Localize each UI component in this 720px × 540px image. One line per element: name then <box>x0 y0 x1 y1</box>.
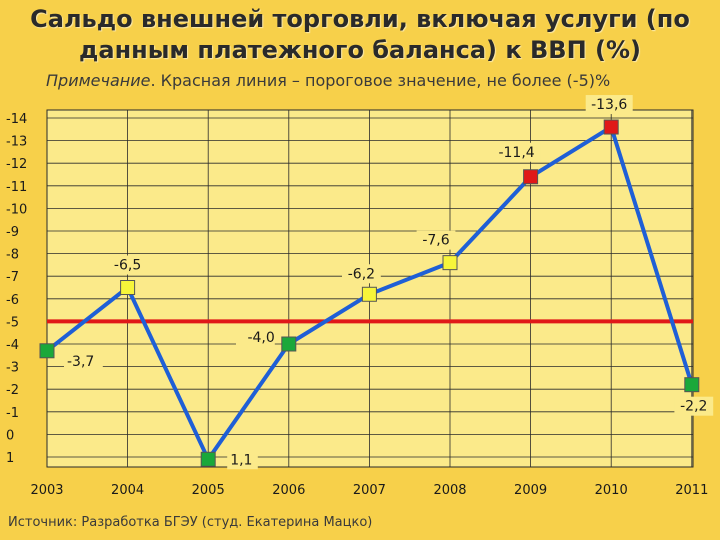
y-tick-label: -6 <box>6 293 19 308</box>
y-tick-label: -14 <box>6 112 27 127</box>
y-tick-label: 0 <box>6 428 14 443</box>
data-point-marker <box>603 119 619 135</box>
data-label: 1,1 <box>230 452 252 468</box>
data-point-marker <box>120 280 136 295</box>
y-tick-label: -13 <box>6 135 27 150</box>
data-label: -7,6 <box>422 233 449 249</box>
chart-note-text: . Красная линия – пороговое значение, не… <box>150 71 611 90</box>
data-point-marker <box>442 255 458 271</box>
data-label-bg <box>227 450 258 470</box>
chart-title-line-2: данным платежного баланса) к ВВП (%) <box>78 36 641 64</box>
data-label-bg <box>108 255 147 275</box>
data-label: -13,6 <box>591 97 627 113</box>
data-label: -3,7 <box>67 354 94 370</box>
data-label-bg <box>674 396 714 416</box>
data-label-bg <box>64 351 103 371</box>
x-tick-label: 2005 <box>192 483 225 498</box>
y-tick-label: -2 <box>6 383 19 398</box>
y-tick-label: 1 <box>6 451 14 466</box>
chart-note: Примечание. Красная линия – пороговое зн… <box>46 71 610 90</box>
y-tick-label: -10 <box>6 202 27 217</box>
data-point-marker <box>39 343 55 359</box>
chart-title: Сальдо внешней торговли, включая услуги … <box>0 4 720 66</box>
x-tick-label: 2006 <box>272 483 305 498</box>
data-label: -6,2 <box>348 266 375 282</box>
x-tick-label: 2011 <box>675 483 708 498</box>
y-tick-label: -3 <box>6 361 19 376</box>
chart-title-line-1: Сальдо внешней торговли, включая услуги … <box>30 5 690 33</box>
x-tick-label: 2009 <box>514 483 547 498</box>
data-point-marker <box>361 286 377 302</box>
data-label-bg <box>416 230 456 250</box>
y-tick-label: -1 <box>6 406 19 421</box>
data-label-bg <box>585 95 633 115</box>
data-label-bg <box>342 264 381 284</box>
x-tick-label: 2003 <box>30 483 63 498</box>
data-label: -4,0 <box>247 330 274 346</box>
data-label: -6,5 <box>114 258 141 274</box>
x-tick-label: 2007 <box>353 483 386 498</box>
data-label-bg <box>493 142 541 162</box>
data-label: -11,4 <box>498 145 534 161</box>
data-point-marker <box>684 377 700 393</box>
y-tick-label: -11 <box>6 180 27 195</box>
y-tick-label: -12 <box>6 157 27 172</box>
chart-note-lead: Примечание <box>46 71 151 90</box>
data-label-bg <box>236 328 275 347</box>
y-tick-label: -9 <box>6 225 19 240</box>
data-label: -2,2 <box>680 399 707 415</box>
y-tick-label: -5 <box>6 315 19 330</box>
x-tick-label: 2010 <box>595 483 628 498</box>
y-tick-label: -8 <box>6 248 19 263</box>
data-point-marker <box>523 169 539 185</box>
source-note: Источник: Разработка БГЭУ (студ. Екатери… <box>8 515 373 530</box>
data-point-marker <box>281 336 297 352</box>
x-tick-label: 2008 <box>433 483 466 498</box>
plot-frame <box>46 109 694 468</box>
y-tick-label: -7 <box>6 270 19 285</box>
data-point-marker <box>200 451 216 467</box>
x-tick-label: 2004 <box>111 483 144 498</box>
y-tick-label: -4 <box>6 338 19 353</box>
